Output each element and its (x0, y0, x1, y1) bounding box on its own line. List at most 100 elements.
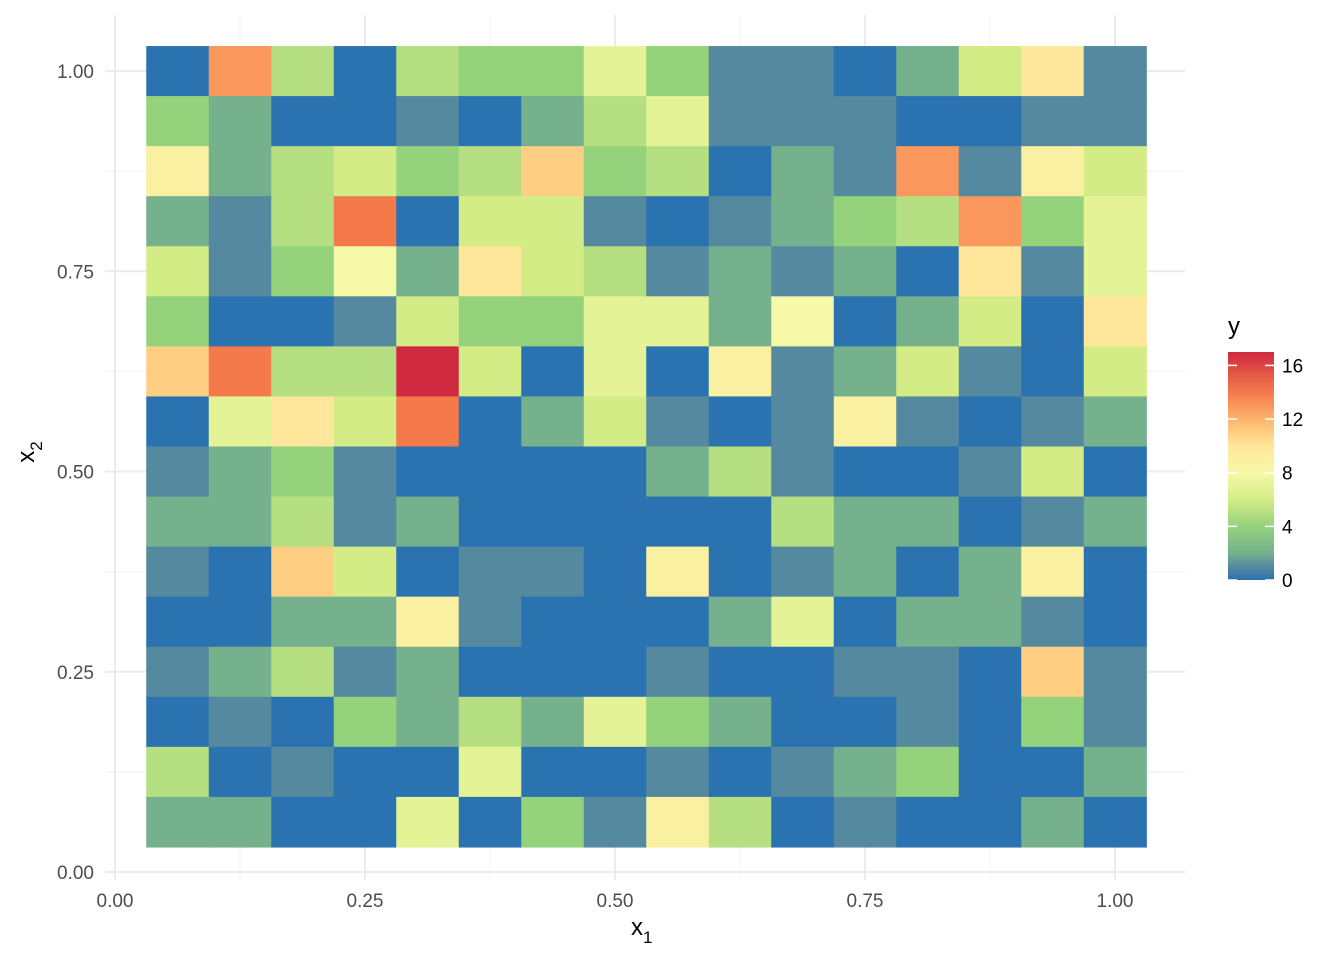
heatmap-cell (458, 746, 522, 798)
heatmap-cell (708, 646, 772, 698)
heatmap-cell (1021, 596, 1085, 648)
heatmap-cell (333, 46, 397, 97)
heatmap-cell (271, 46, 335, 97)
heatmap-cell (646, 246, 710, 297)
heatmap-cell (958, 696, 1022, 748)
heatmap-cell (771, 46, 835, 97)
heatmap-cell (333, 346, 397, 398)
heatmap-cell (271, 596, 335, 648)
heatmap-cell (833, 346, 897, 398)
heatmap-cell (896, 396, 960, 448)
heatmap-cell (1021, 646, 1085, 698)
heatmap-cell (1083, 446, 1147, 498)
heatmap-cell (771, 96, 835, 147)
heatmap-cell (458, 546, 522, 598)
heatmap-cell (333, 96, 397, 147)
heatmap-cell (1083, 146, 1147, 197)
heatmap-cell (583, 346, 647, 398)
heatmap-cell (583, 596, 647, 648)
heatmap-cell (771, 446, 835, 498)
heatmap-cell (583, 646, 647, 698)
heatmap-cell (146, 346, 210, 398)
heatmap-cell (458, 696, 522, 748)
legend-tick-label: 8 (1282, 464, 1293, 485)
heatmap-cell (333, 746, 397, 798)
heatmap-cell (396, 796, 460, 848)
heatmap-cell (521, 746, 585, 798)
heatmap-cell (583, 746, 647, 798)
heatmap-cell (896, 246, 960, 297)
heatmap-cell (771, 646, 835, 698)
heatmap-cell (521, 446, 585, 498)
heatmap-cell (271, 246, 335, 297)
heatmap-cell (458, 446, 522, 498)
heatmap-cell (896, 696, 960, 748)
heatmap-cell (646, 346, 710, 398)
heatmap-cell (458, 196, 522, 247)
x-axis-title: x1 (631, 914, 652, 947)
heatmap-cell (146, 646, 210, 698)
heatmap-cell (1083, 246, 1147, 297)
heatmap-cell (208, 346, 272, 398)
heatmap-cell (208, 696, 272, 748)
x-tick-label: 0.00 (97, 891, 134, 912)
heatmap-cell (708, 696, 772, 748)
heatmap-cell (521, 96, 585, 147)
heatmap-cell (1083, 296, 1147, 347)
heatmap-cell (1021, 46, 1085, 97)
heatmap-cell (396, 546, 460, 598)
heatmap-cell (208, 646, 272, 698)
heatmap-cell (396, 646, 460, 698)
heatmap-cell (208, 246, 272, 297)
heatmap-cell (646, 696, 710, 748)
heatmap-cell (771, 396, 835, 448)
heatmap-cell (583, 296, 647, 347)
heatmap-cell (208, 596, 272, 648)
heatmap-cell (208, 96, 272, 147)
heatmap-cell (771, 296, 835, 347)
heatmap-cell (833, 146, 897, 197)
heatmap-cell (146, 696, 210, 748)
heatmap-cell (208, 146, 272, 197)
heatmap-cell (396, 346, 460, 398)
heatmap-cell (896, 596, 960, 648)
heatmap-cell (458, 146, 522, 197)
heatmap-cell (333, 296, 397, 347)
heatmap-cell (1083, 396, 1147, 448)
heatmap-cell (1021, 246, 1085, 297)
heatmap-cell (458, 46, 522, 97)
y-tick-label: 0.00 (57, 863, 94, 884)
x-tick-label: 1.00 (1097, 891, 1134, 912)
heatmap-cell (1021, 746, 1085, 798)
heatmap-cell (771, 346, 835, 398)
heatmap-cell (708, 196, 772, 247)
heatmap-cell (208, 746, 272, 798)
heatmap-cell (771, 796, 835, 848)
heatmap-cell (271, 196, 335, 247)
heatmap-cell (1021, 96, 1085, 147)
heatmap-cell (896, 646, 960, 698)
heatmap-cell (458, 296, 522, 347)
heatmap-cell (646, 146, 710, 197)
heatmap-cell (271, 396, 335, 448)
heatmap-cell (396, 246, 460, 297)
heatmap-cell (958, 346, 1022, 398)
heatmap-cell (521, 46, 585, 97)
heatmap-cell (271, 796, 335, 848)
heatmap-cell (896, 196, 960, 247)
heatmap-cell (896, 446, 960, 498)
heatmap-cell (646, 496, 710, 548)
heatmap-cell (771, 746, 835, 798)
heatmap-cell (708, 446, 772, 498)
heatmap-cell (1083, 646, 1147, 698)
heatmap-cell (896, 46, 960, 97)
heatmap-cell (708, 746, 772, 798)
heatmap-cell (833, 96, 897, 147)
heatmap-cell (1083, 796, 1147, 848)
heatmap-cell (146, 496, 210, 548)
heatmap-cell (1083, 596, 1147, 648)
heatmap-cell (1021, 146, 1085, 197)
heatmap-cell (271, 96, 335, 147)
heatmap-cell (646, 796, 710, 848)
